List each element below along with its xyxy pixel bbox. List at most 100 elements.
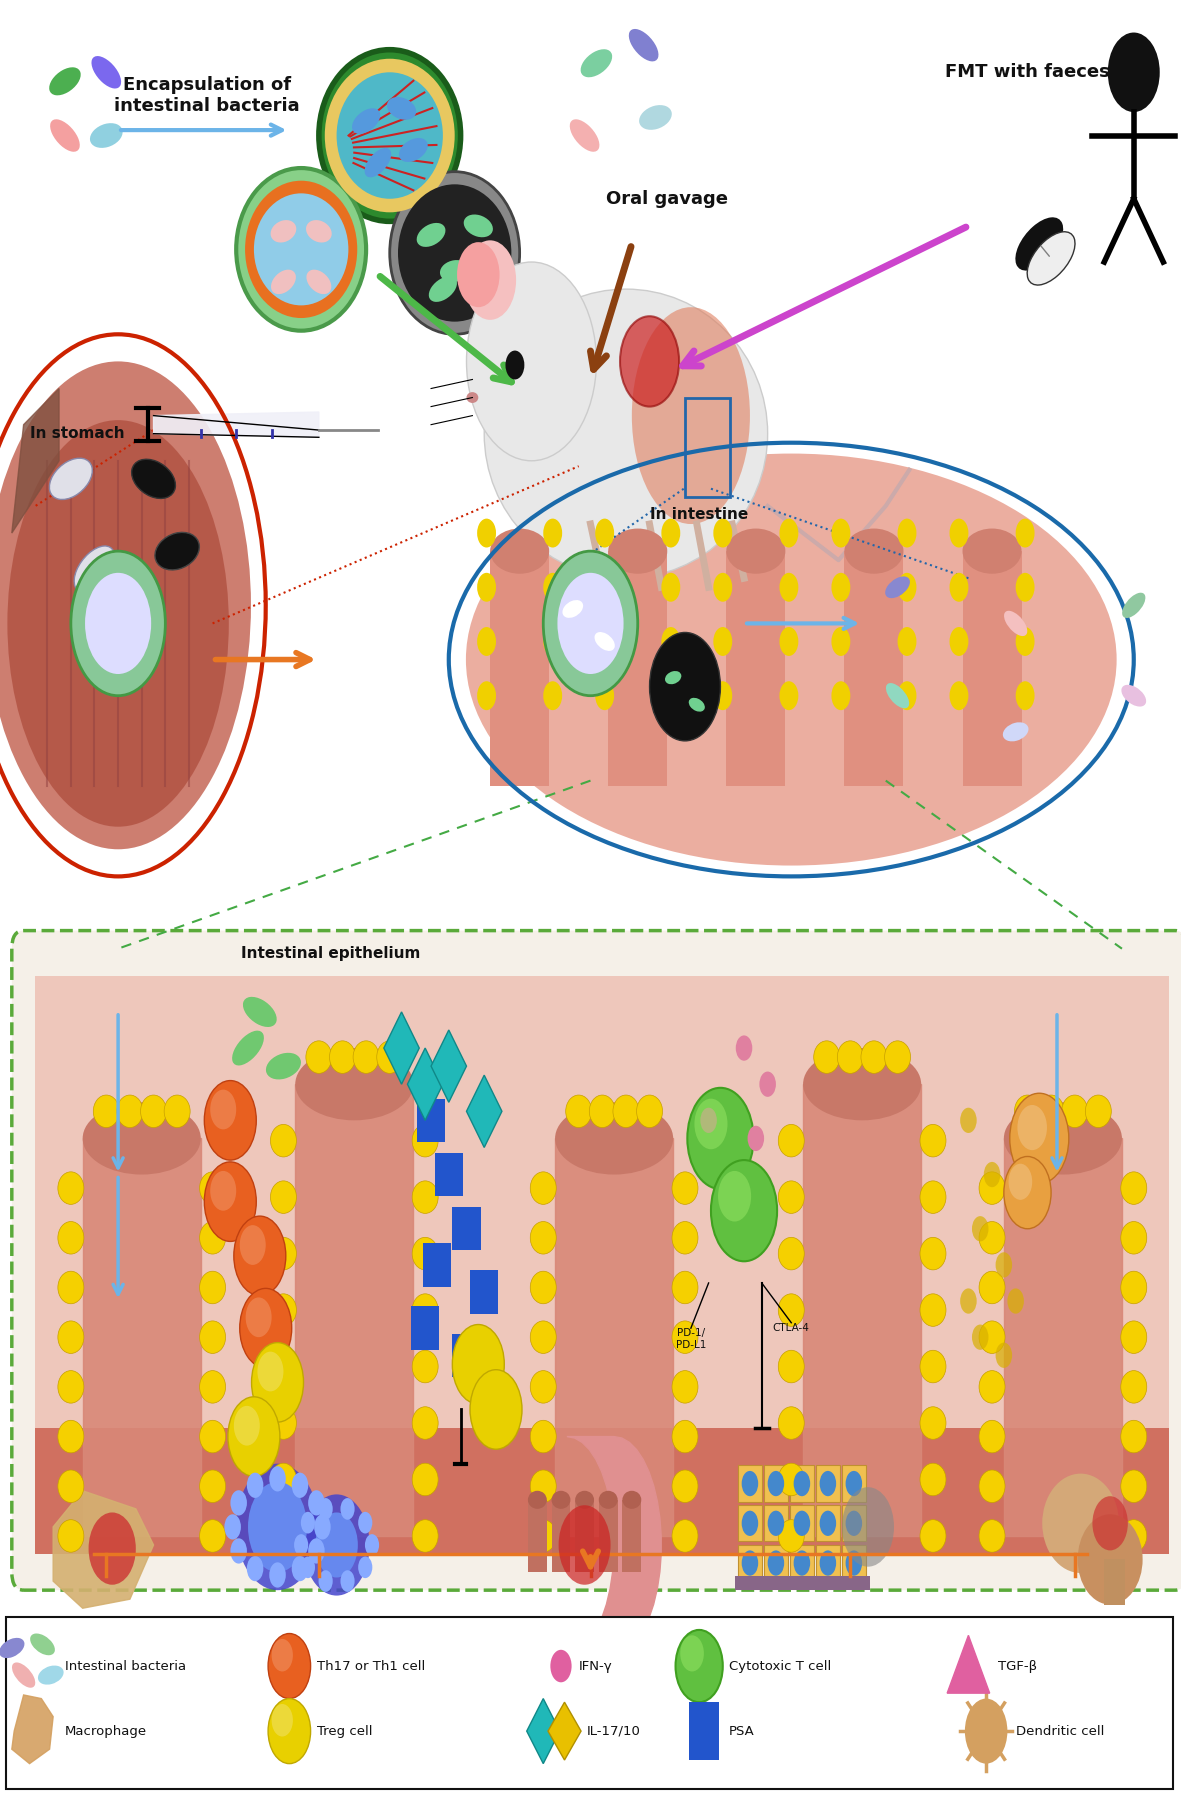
Polygon shape (407, 1048, 443, 1120)
Ellipse shape (562, 600, 583, 618)
Polygon shape (12, 389, 59, 533)
Circle shape (314, 1514, 331, 1540)
Ellipse shape (412, 1182, 438, 1214)
Circle shape (661, 681, 680, 710)
Ellipse shape (58, 1222, 84, 1254)
Circle shape (228, 1397, 280, 1476)
Ellipse shape (689, 698, 705, 712)
Ellipse shape (270, 1238, 296, 1270)
Ellipse shape (530, 1222, 556, 1254)
Ellipse shape (1085, 1095, 1111, 1128)
Ellipse shape (352, 108, 380, 134)
Circle shape (831, 519, 850, 548)
Ellipse shape (412, 1464, 438, 1496)
Circle shape (358, 1512, 372, 1534)
Ellipse shape (979, 1520, 1005, 1552)
Polygon shape (12, 1695, 53, 1764)
Circle shape (1016, 573, 1035, 602)
Ellipse shape (484, 289, 768, 578)
Ellipse shape (530, 1272, 556, 1305)
Ellipse shape (365, 148, 391, 177)
FancyBboxPatch shape (12, 931, 1181, 1590)
Circle shape (365, 1534, 379, 1556)
Ellipse shape (672, 1372, 698, 1402)
Ellipse shape (398, 184, 511, 322)
Ellipse shape (412, 1124, 438, 1156)
Polygon shape (83, 1138, 201, 1536)
Ellipse shape (920, 1406, 946, 1438)
Circle shape (301, 1512, 315, 1534)
Circle shape (1016, 627, 1035, 656)
Circle shape (950, 627, 968, 656)
Ellipse shape (50, 67, 80, 96)
Ellipse shape (306, 220, 332, 242)
Ellipse shape (200, 1471, 226, 1503)
Circle shape (294, 1534, 308, 1556)
Circle shape (595, 681, 614, 710)
Ellipse shape (200, 1222, 226, 1254)
Bar (738, 1505, 762, 1541)
Circle shape (831, 627, 850, 656)
Circle shape (319, 1498, 333, 1520)
Text: Treg cell: Treg cell (317, 1724, 372, 1738)
Circle shape (358, 1556, 372, 1578)
Ellipse shape (594, 632, 615, 651)
Circle shape (898, 519, 916, 548)
Polygon shape (548, 1702, 581, 1760)
Ellipse shape (920, 1520, 946, 1552)
Circle shape (898, 573, 916, 602)
Ellipse shape (50, 459, 92, 499)
Ellipse shape (270, 1182, 296, 1214)
Circle shape (950, 519, 968, 548)
Circle shape (272, 1704, 293, 1737)
Ellipse shape (844, 528, 903, 575)
Bar (689, 1702, 719, 1760)
Ellipse shape (295, 1048, 413, 1120)
Circle shape (543, 551, 638, 696)
Circle shape (550, 1650, 572, 1682)
Circle shape (718, 1171, 751, 1222)
Text: In stomach: In stomach (30, 426, 124, 441)
Ellipse shape (58, 1321, 84, 1353)
Ellipse shape (270, 1520, 296, 1552)
Ellipse shape (236, 168, 366, 331)
Bar (35, 1428, 1169, 1554)
Bar (963, 551, 1022, 786)
Circle shape (779, 519, 798, 548)
Polygon shape (1004, 1138, 1122, 1536)
Ellipse shape (672, 1222, 698, 1254)
Ellipse shape (58, 1171, 84, 1205)
Ellipse shape (672, 1171, 698, 1205)
Text: CNS diseases: CNS diseases (1018, 1778, 1131, 1793)
Ellipse shape (1003, 723, 1029, 741)
Ellipse shape (803, 1048, 921, 1120)
Bar (1104, 1559, 1125, 1605)
Ellipse shape (270, 1406, 296, 1438)
Circle shape (595, 627, 614, 656)
Ellipse shape (353, 1041, 379, 1073)
Circle shape (269, 1563, 286, 1588)
Polygon shape (555, 1138, 673, 1536)
Ellipse shape (1062, 1095, 1088, 1128)
Ellipse shape (270, 1464, 296, 1496)
Circle shape (960, 1108, 977, 1133)
Circle shape (984, 1162, 1000, 1187)
Text: Intestinal bacteria: Intestinal bacteria (65, 1659, 187, 1673)
Ellipse shape (412, 1406, 438, 1438)
Ellipse shape (58, 1372, 84, 1402)
Circle shape (1004, 1156, 1051, 1229)
Circle shape (748, 1126, 764, 1151)
Ellipse shape (672, 1520, 698, 1552)
Bar (738, 1545, 762, 1581)
Circle shape (543, 573, 562, 602)
Ellipse shape (412, 1350, 438, 1382)
Bar (452, 1334, 481, 1377)
Bar (490, 551, 549, 786)
Bar (842, 1505, 866, 1541)
Ellipse shape (886, 576, 909, 598)
Circle shape (204, 1081, 256, 1160)
Ellipse shape (93, 1095, 119, 1128)
Ellipse shape (306, 269, 332, 295)
Circle shape (768, 1550, 784, 1576)
Ellipse shape (530, 1171, 556, 1205)
